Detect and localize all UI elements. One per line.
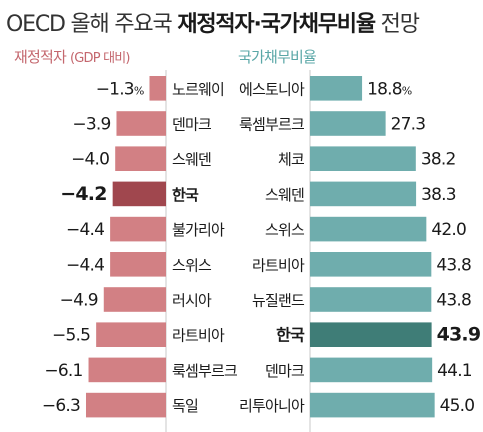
debt-unit-label: % bbox=[402, 84, 412, 97]
deficit-header: 재정적자 (GDP 대비) bbox=[14, 46, 131, 67]
debt-country-label: 라트비아 bbox=[252, 256, 305, 274]
deficit-bar bbox=[96, 322, 166, 347]
deficit-unit-label: % bbox=[134, 84, 144, 97]
debt-bar bbox=[310, 287, 432, 312]
deficit-bar bbox=[112, 181, 166, 207]
deficit-country-label: 한국 bbox=[172, 186, 199, 204]
deficit-country-label: 덴마크 bbox=[172, 116, 211, 134]
deficit-bar bbox=[149, 76, 166, 101]
debt-value-label: 27.3 bbox=[391, 115, 426, 135]
debt-country-label: 덴마크 bbox=[265, 362, 304, 380]
deficit-value-label: −1.3% bbox=[96, 79, 144, 99]
chart-svg: −1.3% 노르웨이 −3.9 덴마크 −4.0 스웨덴 −4.2 한국 −4.4 불가리아 −4.… bbox=[42, 70, 481, 432]
deficit-country-label: 러시아 bbox=[172, 292, 212, 310]
debt-header-label: 국가채무비율 bbox=[238, 48, 317, 66]
deficit-value-label: −5.5 bbox=[52, 326, 90, 346]
debt-country-label: 뉴질랜드 bbox=[252, 292, 305, 310]
deficit-value-label: −4.0 bbox=[71, 150, 109, 170]
debt-bar bbox=[310, 146, 416, 171]
debt-value-label: 45.0 bbox=[440, 396, 475, 416]
deficit-bar bbox=[110, 216, 166, 242]
debt-country-label: 스웨덴 bbox=[265, 186, 304, 204]
deficit-value-label: −3.9 bbox=[72, 115, 110, 135]
debt-bar bbox=[310, 216, 427, 242]
deficit-country-label: 불가리아 bbox=[172, 221, 225, 239]
debt-bar bbox=[310, 181, 417, 207]
deficit-bar bbox=[88, 357, 166, 383]
deficit-country-label: 룩셈부르크 bbox=[172, 362, 237, 380]
debt-country-label: 에스토니아 bbox=[239, 80, 305, 98]
deficit-country-label: 노르웨이 bbox=[172, 80, 224, 98]
deficit-value-label: −6.1 bbox=[44, 361, 82, 381]
debt-bar bbox=[310, 252, 432, 277]
debt-value-label: 18.8% bbox=[367, 79, 412, 99]
deficit-country-label: 독일 bbox=[172, 397, 198, 415]
debt-bar bbox=[310, 76, 363, 101]
title-suffix: 전망 bbox=[374, 12, 420, 37]
deficit-country-label: 라트비아 bbox=[172, 327, 225, 345]
deficit-bar bbox=[110, 252, 166, 277]
deficit-bar bbox=[115, 146, 166, 171]
deficit-value-label: −4.4 bbox=[66, 255, 104, 275]
deficit-header-unit: (GDP 대비) bbox=[69, 51, 131, 66]
debt-value-label: 42.0 bbox=[431, 220, 466, 240]
deficit-country-label: 스웨덴 bbox=[172, 151, 211, 169]
deficit-country-label: 스위스 bbox=[172, 256, 212, 274]
deficit-value-label: −4.2 bbox=[60, 183, 106, 205]
deficit-header-label: 재정적자 bbox=[14, 48, 67, 66]
debt-value-label: 43.8 bbox=[436, 255, 471, 275]
debt-bar bbox=[310, 111, 386, 136]
debt-country-label: 룩셈부르크 bbox=[239, 116, 304, 134]
deficit-bar bbox=[116, 111, 166, 136]
page-title: OECD 올해 주요국 재정적자·국가채무비율 전망 bbox=[6, 6, 420, 38]
debt-header: 국가채무비율 bbox=[238, 46, 317, 67]
title-bold: 재정적자·국가채무비율 bbox=[177, 12, 376, 37]
debt-country-label: 체코 bbox=[278, 151, 304, 169]
debt-bar bbox=[310, 392, 435, 418]
debt-value-label: 44.1 bbox=[437, 361, 472, 381]
debt-bar bbox=[310, 322, 432, 347]
debt-value-label: 38.2 bbox=[421, 150, 456, 170]
deficit-value-label: −4.4 bbox=[66, 220, 104, 240]
title-prefix: OECD 올해 주요국 bbox=[6, 12, 178, 37]
debt-value-label: 43.8 bbox=[436, 291, 471, 311]
debt-bar bbox=[310, 357, 433, 383]
debt-country-label: 스위스 bbox=[265, 221, 305, 239]
debt-value-label: 43.9 bbox=[437, 324, 481, 346]
debt-country-label: 한국 bbox=[276, 326, 305, 345]
deficit-value-label: −6.3 bbox=[42, 396, 80, 416]
debt-value-label: 38.3 bbox=[421, 185, 456, 205]
deficit-bar bbox=[85, 392, 166, 418]
debt-country-label: 리투아니아 bbox=[239, 397, 305, 415]
deficit-bar bbox=[103, 287, 166, 312]
deficit-value-label: −4.9 bbox=[60, 291, 98, 311]
